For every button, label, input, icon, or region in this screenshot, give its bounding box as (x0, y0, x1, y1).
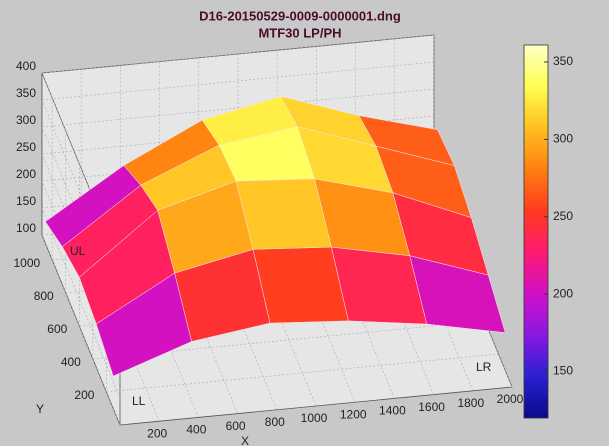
plot-3d: 200 400 600 800 1000 1200 1400 1600 1800 2000 200 4… (13, 34, 524, 440)
x-tick-label: 1000 (301, 411, 328, 425)
x-tick-label: 1200 (340, 407, 367, 421)
surface-patch (409, 255, 506, 333)
grid-line (106, 353, 499, 393)
chart-title: D16-20150529-0009-0000001.dng (199, 8, 401, 23)
colorbar-tick-label: 300 (553, 132, 573, 146)
x-tick-label: 800 (265, 415, 285, 429)
corner-label: UL (70, 244, 86, 258)
y-tick-label: 1000 (13, 256, 40, 270)
z-tick-label: 300 (16, 113, 36, 127)
z-tick-label: 150 (16, 194, 36, 208)
colorbar-tick-label: 250 (553, 209, 573, 223)
z-tick-label: 400 (16, 59, 36, 73)
y-tick-label: 800 (34, 289, 54, 303)
x-tick-label: 1400 (379, 404, 406, 418)
x-tick-label: 1800 (457, 396, 484, 410)
chart-subtitle: MTF30 LP/PH (258, 25, 341, 40)
colorbar-tick-label: 200 (553, 286, 573, 300)
x-tick-label: 1600 (418, 400, 445, 414)
colorbar-tick-label: 350 (553, 54, 573, 68)
y-axis-label: Y (36, 402, 44, 416)
x-tick-label: 600 (226, 419, 246, 433)
y-tick-label: 200 (74, 388, 94, 402)
colorbar-tick-label: 150 (553, 364, 573, 378)
z-tick-label: 100 (16, 221, 36, 235)
x-axis-label: X (241, 434, 249, 446)
colorbar-scale (523, 44, 549, 419)
y-tick-label: 400 (61, 355, 81, 369)
x-tick-label: 2000 (497, 392, 524, 406)
grid-line (41, 61, 435, 101)
x-tick-label: 200 (147, 426, 167, 440)
grid-line (41, 88, 435, 128)
z-tick-label: 200 (16, 167, 36, 181)
y-tick-label: 600 (47, 322, 67, 336)
corner-label: LR (476, 360, 492, 374)
grid-line (41, 34, 435, 74)
corner-label: LL (132, 394, 146, 408)
z-tick-label: 250 (16, 140, 36, 154)
x-tick-label: 400 (186, 423, 206, 437)
colorbar: 150 200 250 300 350 (523, 44, 573, 419)
z-tick-label: 350 (16, 86, 36, 100)
